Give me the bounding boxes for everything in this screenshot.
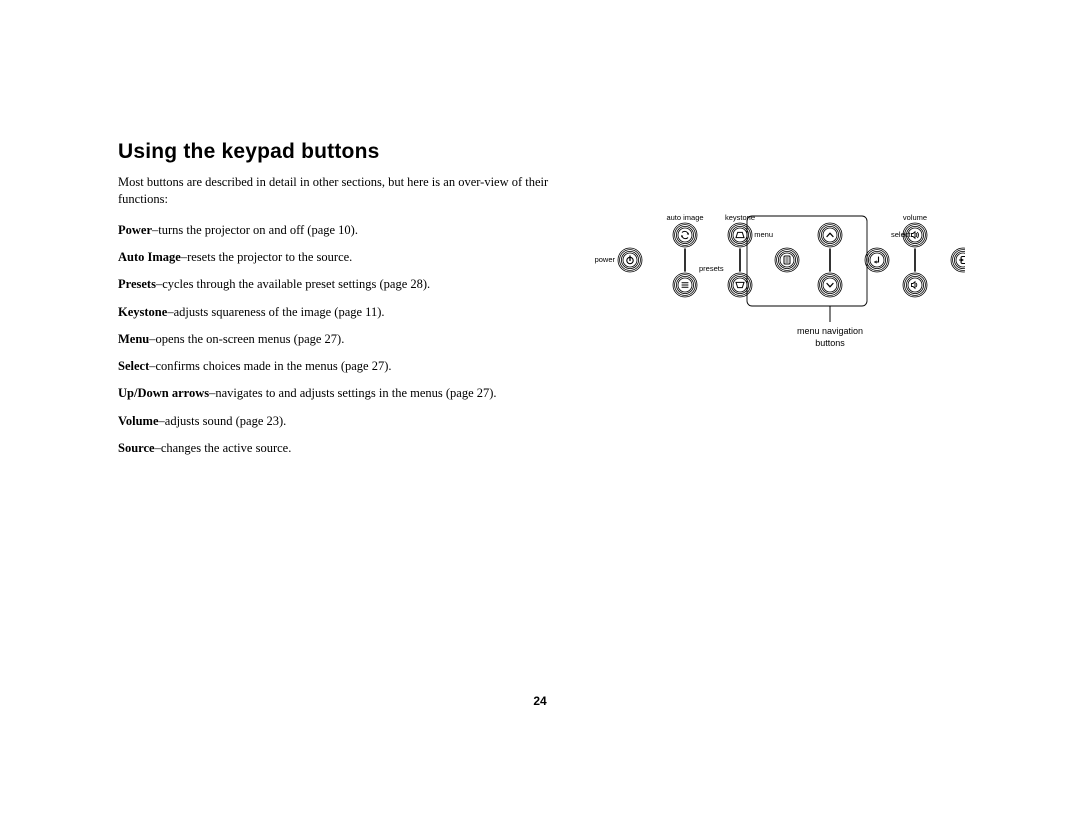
keystone-down-button-icon	[728, 273, 752, 297]
definition-desc: –changes the active source.	[155, 441, 292, 455]
menu-label: menu	[754, 230, 773, 239]
definition-item: Volume–adjusts sound (page 23).	[118, 413, 568, 429]
page: Using the keypad buttons Most buttons ar…	[0, 0, 1080, 834]
definition-list: Power–turns the projector on and off (pa…	[118, 222, 568, 456]
definition-term: Select	[118, 359, 149, 373]
definition-desc: –opens the on-screen menus (page 27).	[149, 332, 344, 346]
definition-desc: –confirms choices made in the menus (pag…	[149, 359, 391, 373]
definition-item: Power–turns the projector on and off (pa…	[118, 222, 568, 238]
definition-item: Auto Image–resets the projector to the s…	[118, 249, 568, 265]
definition-item: Keystone–adjusts squareness of the image…	[118, 304, 568, 320]
definition-desc: –cycles through the available preset set…	[156, 277, 430, 291]
nav-caption-line1: menu navigation	[797, 326, 863, 336]
volume-up-button-icon	[903, 223, 927, 247]
definition-desc: –turns the projector on and off (page 10…	[152, 223, 358, 237]
definition-term: Menu	[118, 332, 149, 346]
source-button-icon	[951, 248, 965, 272]
select-button-icon	[865, 248, 889, 272]
definition-term: Power	[118, 223, 152, 237]
power-label: power	[595, 255, 616, 264]
presets-button-icon	[673, 273, 697, 297]
down-arrow-button-icon	[818, 273, 842, 297]
keystone-label: keystone	[725, 213, 755, 222]
definition-item: Up/Down arrows–navigates to and adjusts …	[118, 385, 568, 401]
auto-image-label: auto image	[666, 213, 703, 222]
up-arrow-button-icon	[818, 223, 842, 247]
definition-term: Up/Down arrows	[118, 386, 209, 400]
auto-image-button-icon	[673, 223, 697, 247]
page-number: 24	[0, 694, 1080, 708]
definition-term: Source	[118, 441, 155, 455]
keystone-up-button-icon	[728, 223, 752, 247]
volume-down-button-icon	[903, 273, 927, 297]
definition-term: Auto Image	[118, 250, 181, 264]
definition-term: Presets	[118, 277, 156, 291]
definition-term: Keystone	[118, 305, 167, 319]
definition-item: Select–confirms choices made in the menu…	[118, 358, 568, 374]
definition-desc: –adjusts squareness of the image (page 1…	[167, 305, 384, 319]
definition-item: Menu–opens the on-screen menus (page 27)…	[118, 331, 568, 347]
presets-label: presets	[699, 264, 724, 273]
text-column: Using the keypad buttons Most buttons ar…	[118, 140, 568, 467]
definition-desc: –navigates to and adjusts settings in th…	[209, 386, 496, 400]
definition-item: Source–changes the active source.	[118, 440, 568, 456]
intro-paragraph: Most buttons are described in detail in …	[118, 174, 568, 208]
definition-item: Presets–cycles through the available pre…	[118, 276, 568, 292]
definition-desc: –adjusts sound (page 23).	[159, 414, 287, 428]
power-button-icon	[618, 248, 642, 272]
volume-label: volume	[903, 213, 927, 222]
section-title: Using the keypad buttons	[118, 140, 568, 164]
nav-caption-line2: buttons	[815, 338, 845, 348]
definition-desc: –resets the projector to the source.	[181, 250, 352, 264]
keypad-diagram: powerauto imagepresetskeystonemenuselect…	[555, 210, 965, 390]
definition-term: Volume	[118, 414, 159, 428]
menu-button-icon	[775, 248, 799, 272]
